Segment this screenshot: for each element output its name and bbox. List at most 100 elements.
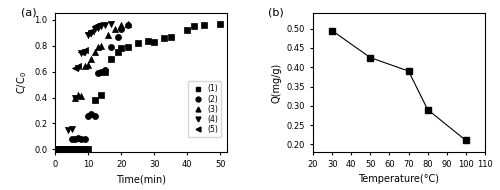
Point [94, 45, 102, 48]
Point [78, 52, 86, 55]
Point [94, 71, 102, 74]
Point [58, 148, 66, 151]
Point [190, 25, 198, 28]
Point [81, 51, 89, 54]
Point [54, 148, 62, 151]
Point [74, 148, 82, 151]
Point [68, 148, 76, 151]
Point [54, 148, 62, 151]
Point [98, 93, 106, 97]
Point [71, 148, 79, 151]
Point [117, 23, 125, 26]
Point [98, 25, 106, 28]
Point [124, 23, 132, 26]
Text: (a): (a) [20, 8, 36, 18]
Point [74, 93, 82, 97]
Point [88, 30, 96, 33]
Point [150, 40, 158, 43]
Point [107, 57, 115, 60]
Point [90, 25, 98, 28]
Point [84, 64, 92, 67]
Point [124, 22, 132, 25]
Point [71, 138, 79, 141]
Point [90, 51, 98, 54]
X-axis label: Time(min): Time(min) [116, 174, 166, 184]
Point [54, 148, 62, 151]
Point [61, 148, 69, 151]
Point [160, 36, 168, 40]
Point [117, 27, 125, 30]
Point [68, 148, 76, 151]
Point [78, 138, 86, 141]
Point [184, 29, 192, 32]
Point [200, 23, 208, 26]
Point [84, 34, 92, 37]
Point [68, 138, 76, 141]
Point [81, 148, 89, 151]
Point [124, 45, 132, 48]
Point [58, 148, 66, 151]
Point [74, 65, 82, 68]
Point [117, 47, 125, 50]
Point [51, 148, 59, 151]
Point [216, 22, 224, 25]
Point [64, 128, 72, 131]
Point [58, 148, 66, 151]
Point [68, 127, 76, 130]
Point [94, 23, 102, 26]
Point [88, 113, 96, 116]
Point [88, 57, 96, 60]
Point [84, 114, 92, 117]
Point [64, 148, 72, 151]
Point [61, 148, 69, 151]
Point [78, 95, 86, 98]
Legend: (1), (2), (3), (4), (5): (1), (2), (3), (4), (5) [188, 81, 222, 137]
Point [84, 148, 92, 151]
Point [51, 148, 59, 151]
Point [61, 148, 69, 151]
Point [107, 45, 115, 48]
Point [58, 148, 66, 151]
Point [64, 148, 72, 151]
Point [61, 148, 69, 151]
Point [144, 39, 152, 42]
Point [58, 148, 66, 151]
Point [81, 48, 89, 51]
Point [81, 138, 89, 141]
Point [84, 31, 92, 34]
Y-axis label: C/C$_0$: C/C$_0$ [15, 71, 28, 94]
Point [104, 34, 112, 37]
Point [114, 51, 122, 54]
Point [90, 27, 98, 30]
Point [71, 96, 79, 99]
Y-axis label: Q(mg/g): Q(mg/g) [272, 63, 281, 103]
Point [98, 70, 106, 73]
Point [54, 148, 62, 151]
Point [100, 70, 108, 73]
Point [88, 31, 96, 34]
Point [71, 96, 79, 99]
Point [78, 148, 86, 151]
Point [90, 114, 98, 117]
Point [74, 66, 82, 69]
Point [114, 35, 122, 38]
Point [61, 148, 69, 151]
X-axis label: Temperature(°C): Temperature(°C) [358, 174, 440, 184]
Point [100, 69, 108, 72]
Point [64, 148, 72, 151]
Point [51, 148, 59, 151]
Point [167, 35, 175, 38]
Point [74, 136, 82, 139]
Point [134, 42, 141, 45]
Point [51, 148, 59, 151]
Point [78, 51, 86, 54]
Point [71, 66, 79, 69]
Point [64, 148, 72, 151]
Point [51, 148, 59, 151]
Point [68, 148, 76, 151]
Point [54, 148, 62, 151]
Point [110, 27, 118, 30]
Point [81, 65, 89, 68]
Point [100, 23, 108, 26]
Text: (b): (b) [268, 8, 284, 18]
